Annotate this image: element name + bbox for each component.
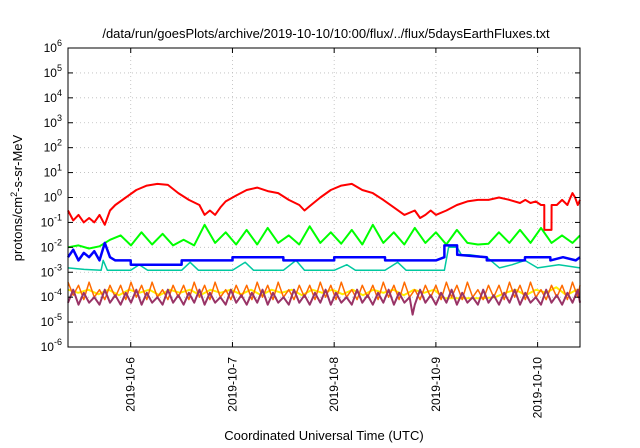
y-tick-label: 10-2 bbox=[41, 237, 62, 254]
y-tick-exponent: 3 bbox=[57, 113, 62, 123]
y-tick-base: 10 bbox=[41, 340, 55, 354]
x-tick-label: 2019-10-10 bbox=[531, 357, 545, 419]
x-tick-label: 2019-10-7 bbox=[225, 357, 239, 412]
y-tick-base: 10 bbox=[44, 166, 58, 180]
series-layer bbox=[66, 182, 581, 316]
y-axis-label-prefix: protons/cm bbox=[10, 197, 25, 261]
y-tick-exponent: -1 bbox=[54, 212, 62, 222]
series-line-2 bbox=[67, 223, 581, 250]
x-tick-label: 2019-10-8 bbox=[327, 357, 341, 412]
y-tick-label: 10-5 bbox=[41, 312, 62, 329]
y-tick-base: 10 bbox=[44, 41, 58, 55]
y-tick-base: 10 bbox=[41, 315, 55, 329]
y-tick-label: 100 bbox=[44, 188, 62, 205]
y-tick-exponent: 1 bbox=[57, 163, 62, 173]
y-tick-exponent: 5 bbox=[57, 63, 62, 73]
y-tick-base: 10 bbox=[44, 141, 58, 155]
y-tick-base: 10 bbox=[41, 265, 55, 279]
y-tick-exponent: 2 bbox=[57, 138, 62, 148]
y-tick-label: 10-6 bbox=[41, 337, 62, 354]
y-tick-exponent: -3 bbox=[54, 262, 62, 272]
chart-title: /data/run/goesPlots/archive/2019-10-10/1… bbox=[102, 26, 550, 41]
y-tick-exponent: -2 bbox=[54, 237, 62, 247]
y-axis-label: protons/cm2-s-sr-MeV bbox=[9, 134, 25, 261]
y-tick-label: 104 bbox=[44, 88, 62, 105]
y-tick-exponent: -5 bbox=[54, 312, 62, 322]
y-tick-base: 10 bbox=[41, 240, 55, 254]
y-tick-label: 101 bbox=[44, 163, 62, 180]
y-tick-exponent: -6 bbox=[54, 337, 62, 347]
series-line-3 bbox=[67, 246, 581, 272]
y-tick-base: 10 bbox=[41, 290, 55, 304]
series-line-1 bbox=[67, 182, 581, 231]
x-tick-label: 2019-10-6 bbox=[124, 357, 138, 412]
series-line-7 bbox=[67, 288, 581, 316]
x-tick-label: 2019-10-9 bbox=[429, 357, 443, 412]
y-tick-exponent: 4 bbox=[57, 88, 62, 98]
y-tick-base: 10 bbox=[44, 91, 58, 105]
y-tick-label: 106 bbox=[44, 38, 62, 55]
y-tick-exponent: 0 bbox=[57, 188, 62, 198]
y-tick-base: 10 bbox=[44, 116, 58, 130]
y-tick-exponent: -4 bbox=[54, 287, 62, 297]
y-axis-label-exponent: 2 bbox=[9, 192, 19, 197]
y-tick-label: 10-3 bbox=[41, 262, 62, 279]
x-axis-label: Coordinated Universal Time (UTC) bbox=[224, 428, 423, 443]
y-tick-label: 10-1 bbox=[41, 212, 62, 229]
grid bbox=[68, 48, 580, 347]
y-tick-label: 103 bbox=[44, 113, 62, 130]
series-line-4 bbox=[66, 241, 581, 266]
y-axis: 10-610-510-410-310-210-11001011021031041… bbox=[41, 38, 580, 354]
y-tick-label: 105 bbox=[44, 63, 62, 80]
y-axis-label-suffix: -s-sr-MeV bbox=[10, 134, 25, 191]
y-tick-base: 10 bbox=[41, 215, 55, 229]
y-tick-exponent: 6 bbox=[57, 38, 62, 48]
y-tick-base: 10 bbox=[44, 66, 58, 80]
y-tick-label: 102 bbox=[44, 138, 62, 155]
y-tick-label: 10-4 bbox=[41, 287, 62, 304]
series-line-6 bbox=[67, 281, 581, 301]
x-axis: 2019-10-6 2019-10-7 2019-10-8 2019-10-9 2019… bbox=[124, 48, 545, 418]
y-tick-base: 10 bbox=[44, 191, 58, 205]
